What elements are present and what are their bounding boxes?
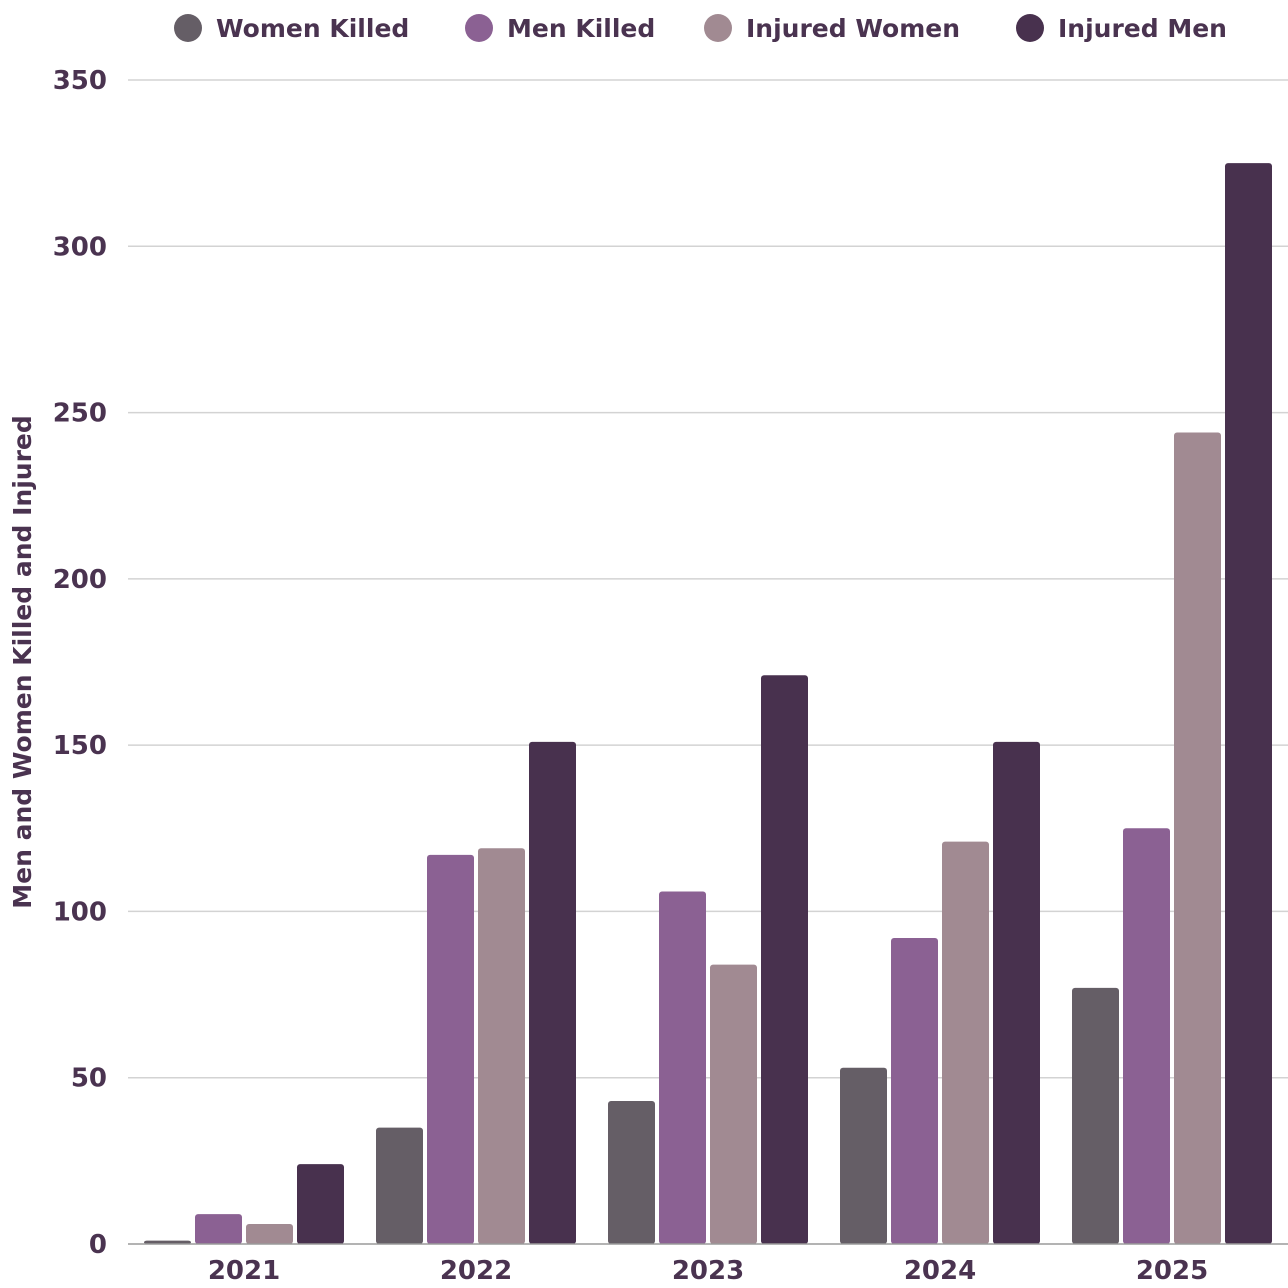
bar [1225,163,1272,1245]
legend-marker [1016,14,1044,42]
bar [710,964,757,1244]
bar [427,854,474,1244]
bar [993,741,1040,1244]
y-tick-label: 0 [89,1230,107,1260]
bar [144,1240,191,1244]
y-tick-label: 300 [53,232,107,262]
y-axis-ticks: 0 50 100 150 200 250 300 350 [53,66,107,1260]
bar [1123,828,1170,1244]
legend-marker [704,14,732,42]
x-axis-ticks: 2021 2022 2023 2024 2025 [208,1256,1208,1286]
bar [761,675,808,1244]
bar [1072,987,1119,1244]
bar [195,1214,242,1244]
bar [529,741,576,1244]
legend-marker [174,14,202,42]
legend-marker [465,14,493,42]
bar [1174,432,1221,1244]
bar [659,891,706,1244]
x-tick-label: 2024 [904,1256,976,1284]
y-tick-label: 350 [53,66,107,96]
x-tick-label: 2023 [672,1256,744,1284]
legend-label: Injured Women [746,14,960,43]
gridlines [128,79,1288,1079]
legend-label: Women Killed [216,14,409,43]
bar [608,1100,655,1244]
y-tick-label: 200 [53,565,107,595]
y-tick-label: 100 [53,897,107,927]
y-tick-label: 250 [53,399,107,429]
bar [246,1224,293,1244]
x-tick-label: 2025 [1136,1256,1208,1284]
bars [144,163,1272,1245]
bar [297,1164,344,1244]
legend-label: Men Killed [507,14,655,43]
bar [942,841,989,1244]
x-tick-label: 2022 [440,1256,512,1284]
bar [376,1127,423,1244]
legend: Women Killed Men Killed Injured Women Injur… [174,14,1227,43]
y-tick-label: 150 [53,731,107,761]
bar [840,1067,887,1244]
legend-label: Injured Men [1058,14,1227,43]
y-axis-label: Men and Women Killed and Injured [8,415,37,909]
y-tick-label: 50 [71,1064,107,1094]
x-tick-label: 2021 [208,1256,280,1284]
bar [478,848,525,1244]
bar [891,938,938,1244]
